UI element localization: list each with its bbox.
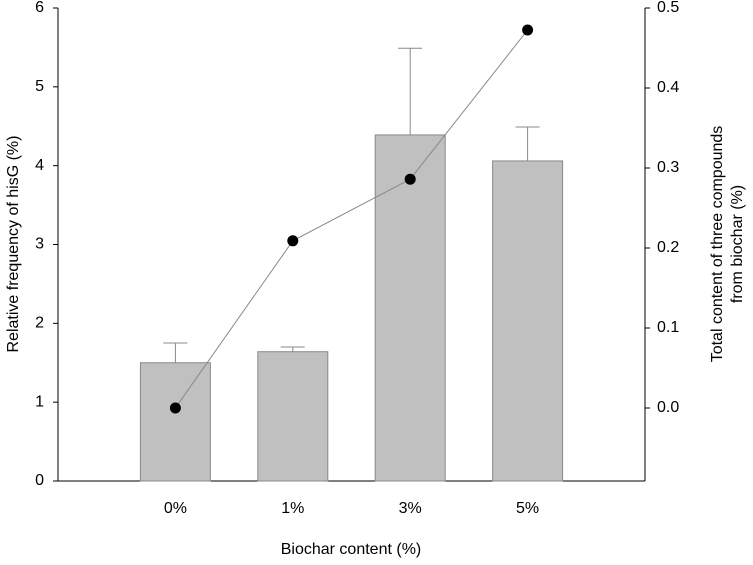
bar (139, 362, 211, 482)
x-tick-label: 1% (281, 500, 304, 517)
bar (492, 160, 564, 482)
x-tick-label: 0% (164, 500, 187, 517)
y2-tick-label: 0.1 (657, 319, 679, 336)
x-tick-label: 3% (399, 500, 422, 517)
marker (169, 402, 181, 414)
y2-tick-label: 0.3 (657, 159, 679, 176)
bar (257, 351, 329, 482)
y-tick-label: 1 (35, 393, 44, 410)
y-tick-label: 0 (35, 472, 44, 489)
y2-tick-label: 0.5 (657, 0, 679, 16)
y2-tick-label: 0.0 (657, 399, 679, 416)
y-tick-label: 5 (35, 78, 44, 95)
line (174, 29, 528, 409)
y2-tick-label: 0.4 (657, 79, 679, 96)
x-axis-label: Biochar content (%) (281, 541, 422, 558)
marker (404, 173, 416, 185)
y-axis-label: Relative frequency of hisG (%) (5, 136, 22, 353)
y2-axis-label: from biochar (%) (729, 185, 746, 303)
y-tick-label: 3 (35, 236, 44, 253)
x-tick-label: 5% (516, 500, 539, 517)
y-tick-label: 4 (35, 157, 44, 174)
marker (522, 24, 534, 36)
y-tick-label: 6 (35, 0, 44, 16)
y-tick-label: 2 (35, 315, 44, 332)
y2-tick-label: 0.2 (657, 239, 679, 256)
marker (287, 235, 299, 247)
bar (374, 134, 446, 482)
y2-axis-label: Total content of three compounds (709, 126, 726, 363)
